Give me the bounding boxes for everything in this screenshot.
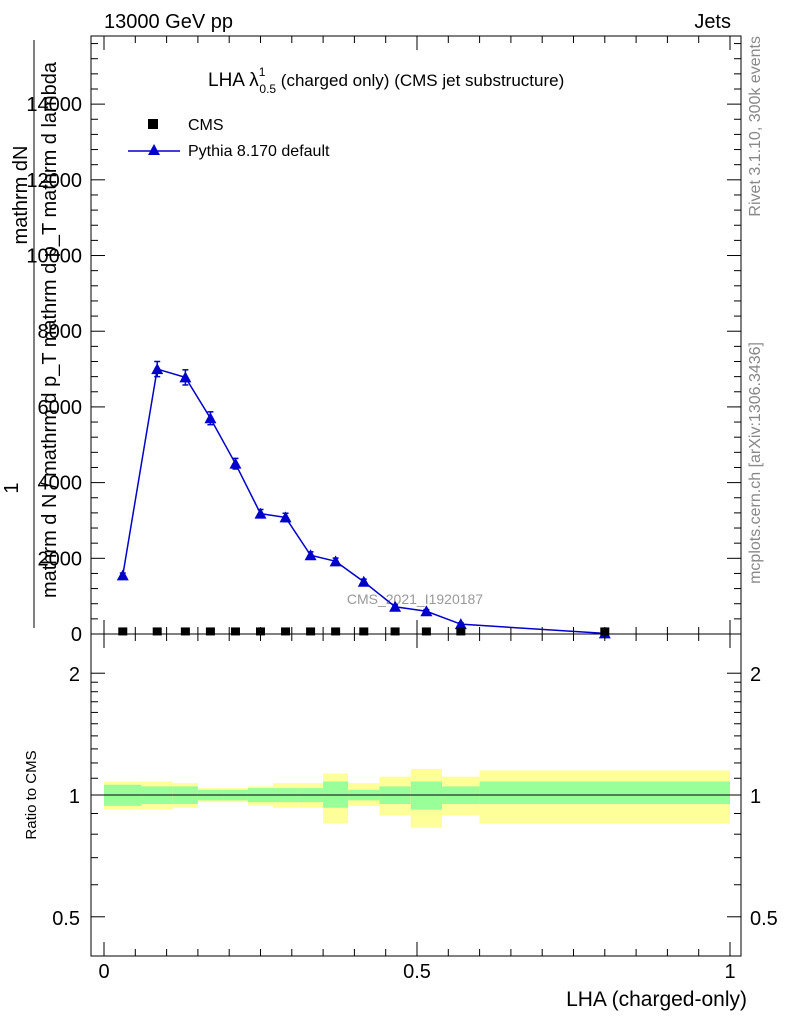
plot-title-sup: 1 — [259, 65, 266, 79]
main-ylabel: 1 mathrm dN mathrm d N / mathrm d p_T ma… — [1, 40, 61, 628]
legend-data-marker — [148, 119, 158, 129]
plot-title: LHA λ1 0.5 (charged only) (CMS jet substr… — [208, 65, 564, 96]
side-text-top: Rivet 3.1.10, 300k events — [747, 36, 764, 217]
data-series — [118, 627, 610, 636]
legend: CMS Pythia 8.170 default — [128, 117, 330, 160]
x-tick-label: 0.5 — [403, 961, 431, 983]
ratio-bands — [104, 768, 730, 828]
ratio-band-inner — [410, 781, 443, 810]
y-tick-label: 14000 — [26, 94, 82, 116]
cms-marker — [390, 627, 400, 636]
header-left: 13000 GeV pp — [104, 11, 233, 33]
x-tick-label: 1 — [724, 961, 735, 983]
cms-marker — [152, 627, 162, 636]
mc-marker — [151, 363, 164, 375]
cms-marker — [205, 627, 215, 636]
mc-marker — [204, 412, 217, 424]
ratio-panel: 0.5 0.51 12 2 0 0.5 1 Ratio to CMS — [23, 633, 778, 983]
ratio-y-tick-label: 0.5 — [52, 908, 80, 930]
mc-marker — [179, 371, 192, 383]
ratio-y-axis: 0.5 0.5 1 1 2 2 — [52, 664, 778, 930]
cms-marker — [180, 627, 190, 636]
legend-mc-marker — [148, 144, 160, 155]
cms-marker — [230, 627, 240, 636]
y-tick-label: 2000 — [38, 548, 83, 570]
ylabel-denominator: mathrm d N / mathrm d p_T mathrm d p_T m… — [39, 61, 61, 598]
mc-marker — [254, 507, 267, 519]
plot-title-sub: 0.5 — [259, 82, 276, 96]
plot-title-main: LHA λ — [208, 70, 259, 91]
cms-marker — [331, 627, 341, 636]
mc-marker — [304, 549, 317, 561]
y-tick-label: 4000 — [38, 473, 83, 495]
mc-series — [116, 360, 611, 639]
xlabel: LHA (charged-only) — [566, 988, 747, 1011]
mc-marker — [329, 555, 342, 567]
mc-marker — [420, 605, 433, 617]
main-y-axis: 0 2000 4000 6000 8000 10000 12000 14000 — [26, 43, 741, 646]
cms-marker — [359, 627, 369, 636]
ratio-ylabel: Ratio to CMS — [23, 750, 40, 839]
ratio-y-tick-label-right: 0.5 — [750, 908, 778, 930]
main-panel: 0 2000 4000 6000 8000 10000 12000 14000 CMS_202… — [26, 35, 742, 646]
mc-marker — [116, 569, 129, 581]
legend-data-label: CMS — [188, 117, 224, 134]
mc-marker — [279, 511, 292, 523]
cms-marker — [600, 627, 610, 636]
cms-marker — [256, 627, 265, 636]
side-text-bottom: mcplots.cern.ch [arXiv:1306.3436] — [747, 342, 764, 584]
mc-line — [122, 368, 605, 635]
y-tick-label: 10000 — [26, 246, 82, 268]
ratio-band-inner — [479, 781, 730, 805]
ylabel-numerator: mathrm dN — [10, 146, 32, 245]
mc-marker — [454, 618, 467, 630]
y-tick-label: 6000 — [38, 397, 83, 419]
y-tick-label: 8000 — [38, 321, 83, 343]
header-right: Jets — [694, 11, 731, 33]
ratio-y-tick-label: 2 — [69, 664, 80, 686]
x-tick-label: 0 — [98, 961, 109, 983]
ratio-y-tick-label-right: 1 — [750, 786, 761, 808]
ratio-y-tick-label-right: 2 — [750, 664, 761, 686]
cms-marker — [456, 627, 466, 636]
cms-marker — [306, 627, 316, 636]
legend-mc-label: Pythia 8.170 default — [188, 143, 330, 160]
cms-marker — [281, 627, 291, 636]
plot-title-rest: (charged only) (CMS jet substructure) — [276, 71, 564, 90]
ratio-x-axis: 0 0.5 1 — [98, 634, 736, 983]
watermark: CMS_2021_I1920187 — [347, 591, 483, 607]
ratio-y-tick-label: 1 — [69, 786, 80, 808]
mc-marker — [389, 600, 402, 612]
y-tick-label: 0 — [71, 624, 82, 646]
mc-marker — [229, 457, 242, 469]
cms-marker — [421, 627, 431, 636]
cms-marker — [118, 627, 128, 636]
ylabel-one: 1 — [1, 482, 23, 493]
mc-marker — [357, 575, 370, 587]
y-tick-label: 12000 — [26, 170, 82, 192]
